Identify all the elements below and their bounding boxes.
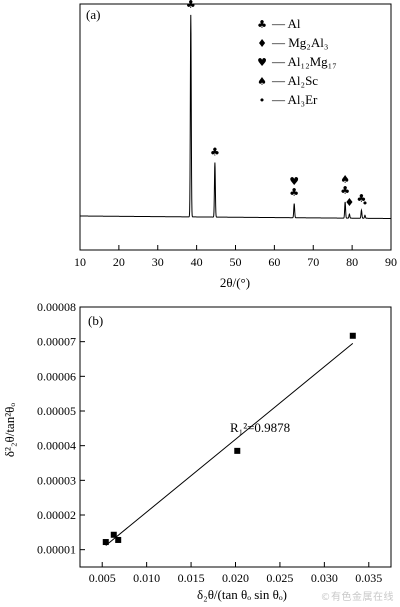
x-tick-label: 90 xyxy=(385,255,397,269)
club-marker: ♣ xyxy=(186,0,196,11)
legend-label: — Al₃Er xyxy=(271,92,318,107)
data-point xyxy=(110,531,117,538)
phase-legend: ♣ — Al ♦ — Mg₂Al₃ ♥ — Al₁₂Mg₁₇ ♠ — Al₂Sc • — Al₃E… xyxy=(257,16,337,107)
legend-label: — Mg₂Al₃ xyxy=(271,35,328,50)
x-tick-label: 50 xyxy=(230,255,242,269)
x-tick-label: 30 xyxy=(152,255,164,269)
data-points xyxy=(102,332,356,546)
panel-b-y-ticks: 0.00001 0.00002 0.00003 0.00004 0.00005 0.000… xyxy=(37,300,85,557)
x-tick-label: 0.030 xyxy=(311,571,338,585)
x-tick-label: 80 xyxy=(346,255,358,269)
diamond-legend-symbol: ♦ xyxy=(257,37,267,50)
x-tick-label: 70 xyxy=(307,255,319,269)
panel-b-y-label: δ²₂θ/tan²θₒ xyxy=(2,403,17,457)
y-tick-label: 0.00008 xyxy=(37,300,76,314)
panel-b-x-label: δ₂θ/(tan θₒ sin θₒ) xyxy=(197,587,287,602)
data-point xyxy=(102,539,109,546)
club-marker: ♣ xyxy=(340,184,350,197)
y-tick-label: 0.00005 xyxy=(37,404,76,418)
panel-b-label: (b) xyxy=(88,313,103,328)
spade-marker: ♠ xyxy=(340,173,350,186)
r-squared-annotation: R₁²=0.9878 xyxy=(230,420,290,435)
legend-label: — Al xyxy=(271,16,301,31)
club-marker: ♣ xyxy=(210,145,220,158)
x-tick-label: 0.025 xyxy=(266,571,293,585)
x-tick-label: 0.010 xyxy=(133,571,160,585)
y-tick-label: 0.00002 xyxy=(37,508,76,522)
legend-label: — Al₁₂Mg₁₇ xyxy=(271,54,337,69)
x-tick-label: 40 xyxy=(191,255,203,269)
x-tick-label: 0.015 xyxy=(178,571,205,585)
data-point xyxy=(349,332,356,339)
x-tick-label: 20 xyxy=(113,255,125,269)
panel-a-x-label: 2θ/(°) xyxy=(220,275,250,290)
y-tick-label: 0.00007 xyxy=(37,335,76,349)
data-point xyxy=(234,447,241,454)
panel-a-xrd: (a) 10 20 30 40 50 60 70 80 90 ♣♣♣♥♣♠♦ ♣• ♣ — Al♦ —… xyxy=(74,0,397,290)
data-point xyxy=(115,536,122,543)
panel-a-label: (a) xyxy=(86,7,100,22)
club-marker: ♣ xyxy=(357,192,367,205)
club-marker: ♣ xyxy=(289,186,299,199)
panel-a-x-ticks: 10 20 30 40 50 60 70 80 90 xyxy=(74,245,397,269)
x-tick-label: 0.020 xyxy=(222,571,249,585)
xrd-pattern-line xyxy=(80,14,391,219)
x-tick-label: 0.005 xyxy=(89,571,116,585)
y-tick-label: 0.00004 xyxy=(37,439,76,453)
legend-label: — Al₂Sc xyxy=(271,73,318,88)
dot-marker: • xyxy=(362,197,369,210)
panel-b-williamson-hall: (b) 0.005 0.010 0.015 0.020 0.025 0.030 0.035 … xyxy=(2,300,392,602)
dot-legend-symbol: • xyxy=(259,94,266,107)
heart-legend-symbol: ♥ xyxy=(257,56,267,69)
spade-legend-symbol: ♠ xyxy=(257,75,267,88)
linear-fit-line xyxy=(105,343,354,546)
x-tick-label: 60 xyxy=(268,255,280,269)
x-tick-label: 10 xyxy=(74,255,86,269)
y-tick-label: 0.00006 xyxy=(37,369,76,383)
panel-b-x-ticks: 0.005 0.010 0.015 0.020 0.025 0.030 0.035 xyxy=(89,562,382,585)
heart-marker: ♥ xyxy=(289,175,299,188)
y-tick-label: 0.00001 xyxy=(37,543,76,557)
x-tick-label: 0.035 xyxy=(355,571,382,585)
diamond-marker: ♦ xyxy=(344,196,354,209)
watermark: ©有色金属在线 xyxy=(320,592,394,603)
y-tick-label: 0.00003 xyxy=(37,473,76,487)
club-legend-symbol: ♣ xyxy=(257,18,267,31)
peak-markers: ♣♣♣♥♣♠♦ ♣• xyxy=(186,0,368,210)
